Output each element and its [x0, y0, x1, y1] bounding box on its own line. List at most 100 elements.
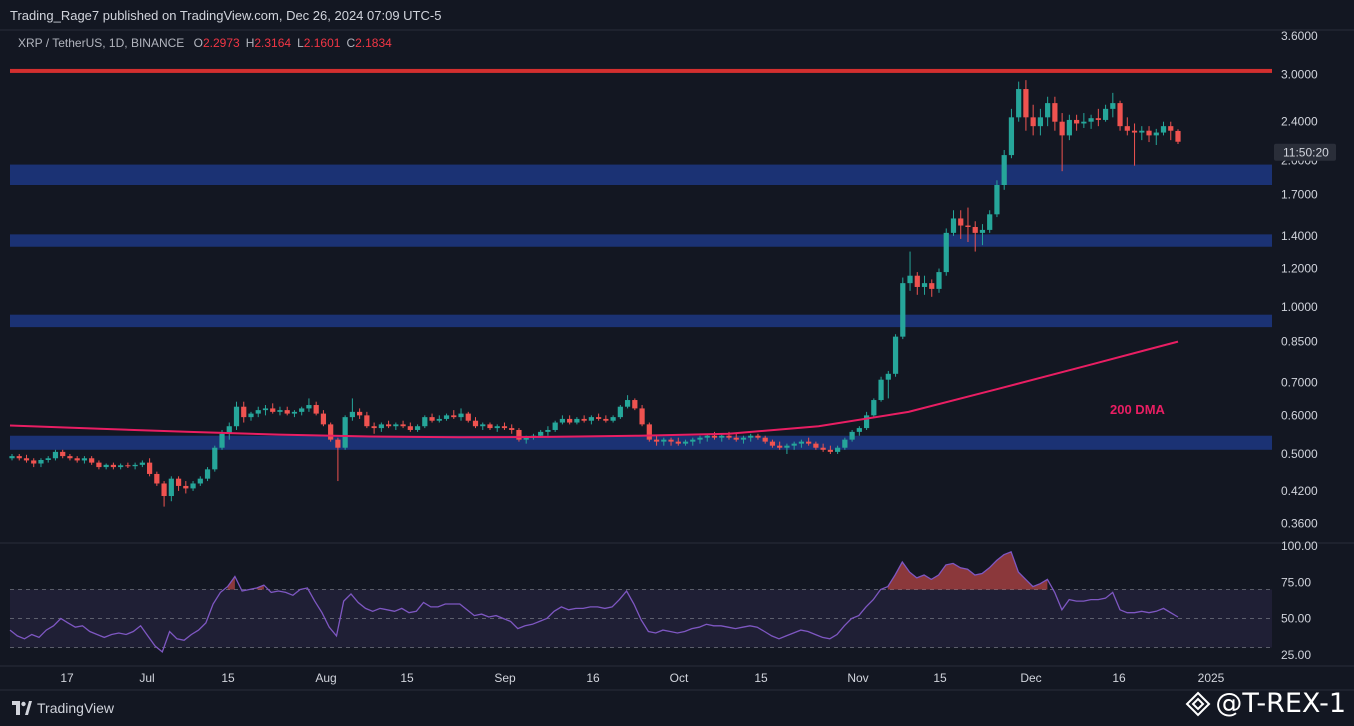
- candle-body: [820, 447, 826, 450]
- candle-body: [791, 443, 797, 446]
- candle: [190, 481, 196, 491]
- ohlc-value-o: 2.2973: [202, 36, 240, 50]
- candle-body: [646, 424, 652, 440]
- candle-body: [639, 408, 645, 425]
- candle-body: [335, 439, 341, 448]
- candle-body: [436, 418, 442, 421]
- candle-body: [1139, 130, 1145, 133]
- watermark: @T-REX-1: [1185, 688, 1346, 719]
- candle-body: [719, 435, 725, 438]
- candle-body: [349, 411, 355, 418]
- symbol-legend[interactable]: XRP / TetherUS, 1D, BINANCE O2.2973 H2.31…: [18, 36, 392, 50]
- price-tick-label: 0.8500: [1281, 335, 1318, 349]
- candle: [813, 441, 819, 450]
- candle: [400, 420, 406, 429]
- candle-body: [103, 464, 109, 468]
- candle: [1023, 80, 1029, 131]
- candle-body: [958, 218, 964, 226]
- candle: [748, 433, 754, 442]
- candle-body: [487, 424, 493, 429]
- price-tick-label: 1.4000: [1281, 229, 1318, 243]
- ohlc-key-h: H: [245, 36, 255, 50]
- candle: [385, 420, 392, 429]
- candle: [755, 433, 761, 440]
- candle: [371, 422, 377, 434]
- candle: [1110, 92, 1116, 118]
- candle: [443, 413, 450, 421]
- candle: [1117, 100, 1123, 131]
- support-zone-1: [10, 234, 1272, 247]
- candle-body: [89, 458, 95, 463]
- candle: [132, 462, 138, 470]
- candle: [914, 272, 920, 295]
- time-tick-label: 15: [933, 671, 947, 685]
- candle-body: [429, 417, 435, 421]
- candle-body: [378, 424, 384, 429]
- candle: [175, 476, 182, 491]
- candle-body: [422, 417, 428, 427]
- candle-body: [1102, 108, 1109, 120]
- candle-body: [762, 437, 768, 442]
- candle: [45, 456, 51, 463]
- candle: [509, 424, 515, 434]
- candle: [364, 411, 370, 429]
- candle-body: [81, 458, 88, 461]
- candle-body: [248, 413, 254, 418]
- candle-body: [1016, 89, 1022, 118]
- candle-body: [856, 428, 862, 432]
- candle-body: [255, 410, 261, 414]
- candle: [1074, 114, 1080, 131]
- candle: [291, 410, 298, 418]
- candle: [183, 481, 189, 494]
- candle: [784, 443, 790, 454]
- candle: [233, 401, 240, 430]
- candle: [139, 460, 145, 468]
- candle-body: [110, 464, 116, 468]
- sma-200-line: [9, 340, 1179, 439]
- candle-body: [588, 417, 594, 421]
- price-tick-label: 3.6000: [1281, 29, 1318, 43]
- candle: [559, 415, 566, 425]
- candle-body: [1008, 117, 1015, 156]
- rsi-tick-label: 75.00: [1281, 575, 1311, 589]
- candle: [313, 401, 319, 416]
- candle: [878, 376, 884, 402]
- candle-body: [624, 400, 631, 407]
- candle-body: [581, 418, 587, 421]
- candle-body: [1081, 121, 1087, 124]
- candle: [480, 422, 486, 430]
- candle: [769, 439, 776, 448]
- candle-body: [1037, 117, 1044, 127]
- candle: [1168, 121, 1174, 141]
- candle: [284, 406, 290, 416]
- candle-body: [871, 400, 877, 416]
- candle: [335, 437, 341, 482]
- candle: [639, 405, 645, 427]
- candle: [306, 398, 312, 412]
- candle-body: [972, 226, 978, 233]
- rsi-pane: [9, 550, 1272, 653]
- candle-body: [987, 214, 993, 230]
- candle-body: [241, 406, 247, 418]
- candle-body: [740, 437, 747, 440]
- candle-body: [96, 462, 102, 468]
- candle: [820, 443, 826, 452]
- candle: [668, 437, 674, 446]
- candle-body: [1110, 103, 1116, 109]
- candle: [436, 415, 442, 423]
- tradingview-brand[interactable]: TradingView: [12, 700, 114, 716]
- candle: [161, 481, 167, 507]
- candle-body: [603, 418, 609, 421]
- price-pane: 200 DMA: [0, 29, 1354, 691]
- candle: [581, 415, 587, 423]
- candle-body: [885, 373, 891, 380]
- candle: [270, 403, 276, 414]
- candle: [1160, 121, 1167, 136]
- sma-200-label: 200 DMA: [1110, 402, 1166, 417]
- candle: [871, 398, 877, 418]
- candle-body: [697, 437, 703, 440]
- candle: [762, 435, 768, 444]
- candle: [125, 462, 131, 468]
- candle: [1088, 114, 1094, 129]
- candle-body: [552, 422, 558, 430]
